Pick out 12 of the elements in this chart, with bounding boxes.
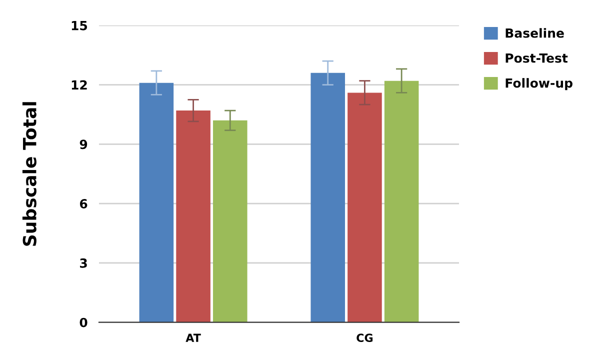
legend-label: Baseline <box>506 28 564 38</box>
x-tick-label: AT <box>186 334 201 342</box>
y-tick-label: 9 <box>80 140 88 150</box>
y-tick-label: 15 <box>72 21 88 30</box>
y-tick-label: 0 <box>80 318 88 328</box>
y-tick-label: 6 <box>80 199 88 208</box>
legend-label: Follow-up <box>506 78 572 90</box>
y-axis-title: Subscale Total <box>22 102 36 246</box>
y-tick-label: 3 <box>80 258 87 268</box>
y-tick-label: 12 <box>72 80 87 90</box>
legend-label: Post-Test <box>506 53 568 63</box>
x-tick-label: CG <box>356 334 373 342</box>
